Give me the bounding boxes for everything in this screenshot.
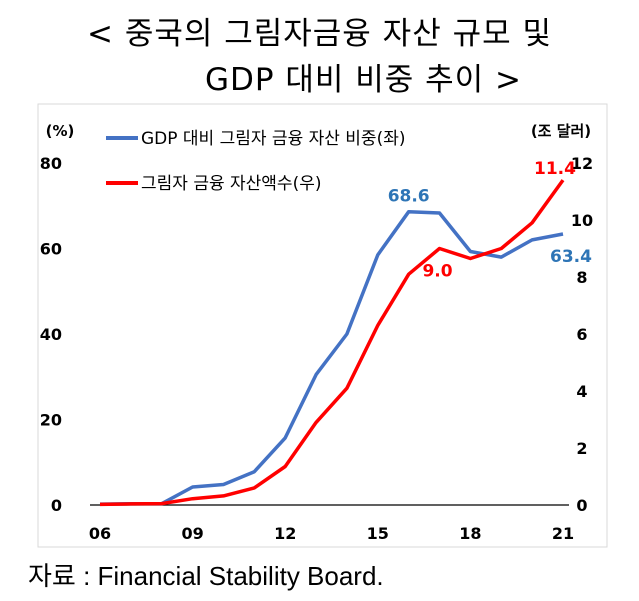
- source-note: 자료 : Financial Stability Board.: [28, 561, 384, 591]
- y-right-tick-label: 4: [576, 382, 587, 401]
- x-tick-label: 09: [181, 524, 203, 543]
- y-right-tick-label: 0: [576, 496, 587, 515]
- series-line-2: [99, 179, 565, 507]
- y-right-tick-label: 10: [571, 211, 593, 230]
- y-left-tick-label: 80: [40, 154, 62, 173]
- x-tick-label: 21: [552, 524, 574, 543]
- y-right-tick-label: 8: [576, 268, 587, 287]
- y-right-unit: (조 달러): [531, 122, 591, 140]
- x-tick-label: 18: [459, 524, 481, 543]
- y-left-tick-label: 40: [40, 325, 62, 344]
- data-label: 9.0: [422, 262, 452, 282]
- data-label: 68.6: [388, 187, 430, 207]
- y-right-tick-label: 2: [576, 439, 587, 458]
- data-label: 11.4: [534, 159, 576, 179]
- y-left-unit: (%): [46, 122, 75, 140]
- y-right-tick-label: 12: [571, 154, 593, 173]
- x-tick-label: 12: [274, 524, 296, 543]
- x-tick-label: 06: [89, 524, 111, 543]
- series-line-1: [99, 209, 564, 506]
- y-left-tick-label: 20: [40, 411, 62, 430]
- y-left-tick-label: 60: [40, 240, 62, 259]
- y-left-tick-label: 0: [51, 496, 62, 515]
- legend-label-2: 그림자 금융 자산액수(우): [141, 174, 321, 194]
- chart-title-line2: GDP 대비 비중 추이 >: [204, 62, 523, 98]
- y-right-tick-label: 6: [576, 325, 587, 344]
- chart-title-line1: < 중국의 그림자금융 자산 규모 및: [86, 16, 552, 52]
- data-label: 63.4: [550, 247, 592, 267]
- x-tick-label: 15: [367, 524, 389, 543]
- legend-label-1: GDP 대비 그림자 금융 자산 비중(좌): [141, 129, 405, 149]
- chart-frame: [37, 103, 608, 548]
